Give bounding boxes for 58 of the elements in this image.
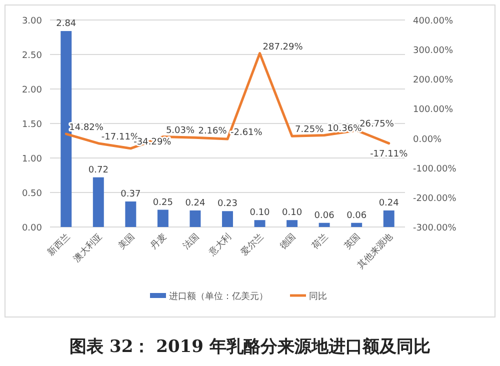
- data-label: 0.10: [250, 208, 270, 218]
- text: 图表 32： 2019 年乳酪分来源地进口额及同比: [70, 337, 430, 357]
- x-tick-label: 意大利: [206, 231, 234, 259]
- y2-tick-label: -100.00%: [413, 164, 457, 174]
- y2-tick-label: -300.00%: [413, 224, 457, 234]
- data-label: 5.03%: [166, 126, 195, 136]
- bar: [383, 210, 394, 227]
- data-label: 0.24: [378, 198, 400, 208]
- bar: [190, 210, 201, 227]
- bar: [125, 201, 136, 227]
- x-tick-label: 德国: [278, 231, 298, 252]
- y-tick-label: 1.00: [22, 154, 42, 164]
- y2-tick-label: 0.00%: [413, 134, 442, 145]
- bar: [286, 220, 298, 227]
- y2-tick-label: 100.00%: [413, 105, 454, 116]
- bar: [318, 222, 330, 227]
- data-label: 0.72: [88, 165, 108, 176]
- data-label: 0.37: [120, 189, 141, 200]
- legend-label: 进口额（单位：亿美元）: [169, 291, 268, 302]
- y-tick-label: 3.00: [22, 16, 42, 26]
- data-label: 2.16%: [198, 126, 228, 137]
- y-tick-label: 0.50: [22, 189, 42, 199]
- data-label: 0.10: [282, 208, 302, 218]
- bar: [254, 220, 266, 227]
- x-tick-label: 新西兰: [45, 231, 72, 258]
- data-label: 26.75%: [360, 119, 394, 130]
- data-label: 287.29%: [262, 42, 304, 52]
- x-tick-label: 澳大利亚: [71, 231, 105, 265]
- bar: [222, 211, 233, 227]
- data-label: 2.84: [56, 19, 76, 30]
- bar: [351, 222, 362, 227]
- data-label: 0.06: [314, 210, 335, 221]
- data-label: 0.06: [346, 210, 367, 221]
- data-label: 0.23: [217, 199, 238, 210]
- data-label: 0.24: [185, 198, 206, 208]
- y-tick-label: 1.50: [22, 120, 42, 130]
- bar: [60, 31, 72, 227]
- x-tick-label: 荷兰: [310, 231, 330, 252]
- y2-tick-label: 300.00%: [413, 46, 454, 56]
- data-label: 0.25: [152, 198, 173, 208]
- x-tick-label: 法国: [180, 231, 202, 252]
- data-label: -17.11%: [370, 149, 408, 160]
- x-tick-label: 英国: [342, 231, 363, 252]
- y-tick-label: 0.00: [22, 224, 42, 234]
- legend-label: 同比: [309, 291, 327, 302]
- x-tick-label: 丹麦: [148, 231, 170, 252]
- data-label: 10.36%: [327, 124, 362, 134]
- x-tick-label: 美国: [116, 231, 137, 252]
- y2-tick-label: -200.00%: [413, 194, 457, 204]
- bar: [92, 177, 104, 227]
- data-label: -2.61%: [230, 128, 263, 138]
- y-tick-label: 2.00: [22, 86, 42, 96]
- data-label: 7.25%: [295, 125, 324, 136]
- y-tick-label: 2.50: [22, 51, 42, 61]
- y2-tick-label: 400.00%: [413, 16, 454, 26]
- y2-tick-label: 200.00%: [413, 76, 454, 86]
- x-tick-label: 爱尔兰: [239, 231, 266, 258]
- bar: [157, 210, 168, 227]
